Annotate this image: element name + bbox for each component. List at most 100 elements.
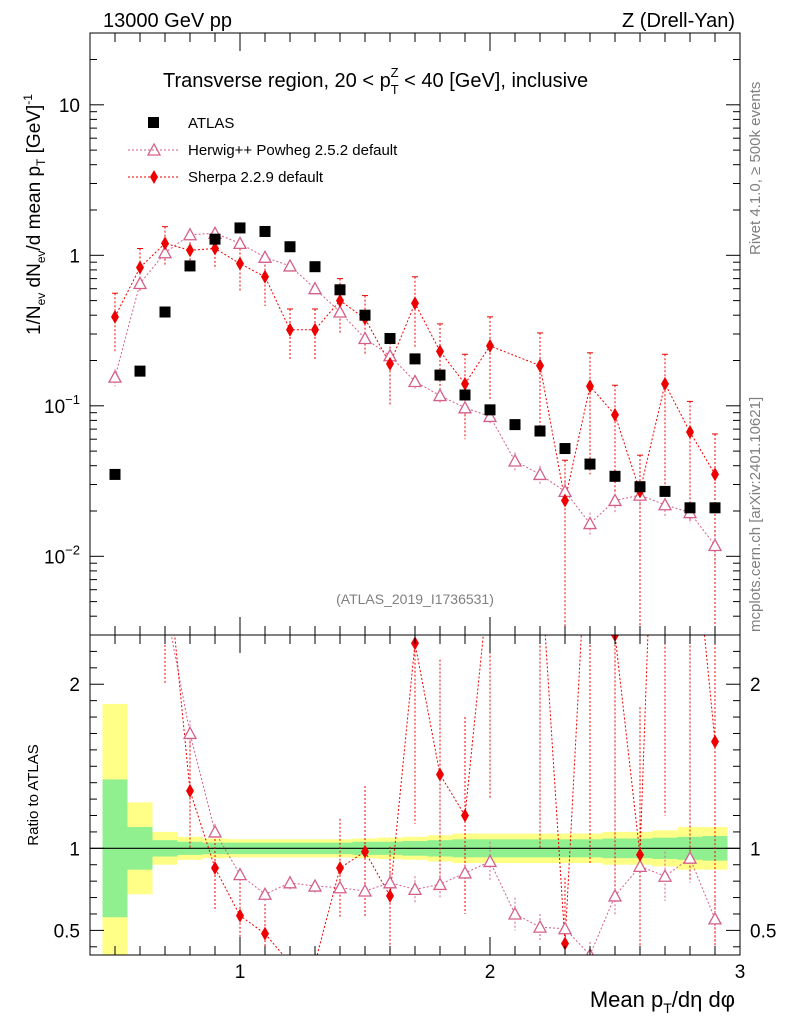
herwig-ratio-point [232,867,248,881]
legend-sherpa-label: Sherpa 2.2.9 default [188,169,324,186]
atlas-main-point [509,419,521,431]
sherpa-main-point [711,467,719,482]
herwig-ratio-point [707,911,723,925]
ratio-y-tick-label-right: 2 [750,675,761,696]
sherpa-ratio-point [386,888,394,903]
x-tick-label: 1 [235,962,246,983]
atlas-main-point [684,502,696,514]
sherpa-main-point [686,424,694,439]
panel-title: Transverse region, 20 < pTZ < 40 [GeV], … [163,65,588,97]
mcplots-label: mcplots.cern.ch [arXiv:2401.10621] [747,397,764,632]
atlas-main-point [709,502,721,514]
herwig-ratio-point [607,888,623,902]
legend-herwig-marker [146,142,162,156]
legend-sherpa-marker [150,170,158,184]
herwig-main-point [157,245,173,259]
herwig-ratio-point [532,919,548,933]
herwig-ratio-point [257,886,273,900]
sherpa-ratio-point [711,734,719,749]
atlas-main-point [309,261,321,273]
herwig-ratio-point [282,875,298,889]
herwig-main-point [607,493,623,507]
process-label: Z (Drell-Yan) [622,10,735,32]
herwig-main-point [182,227,198,241]
atlas-main-point [459,389,471,401]
herwig-main-point [657,497,673,511]
sherpa-main-point [561,493,569,508]
sherpa-main-point [411,296,419,311]
atlas-main-point [134,365,146,377]
herwig-ratio-point [407,882,423,896]
panel-title-post: < 40 [GeV], inclusive [399,70,589,92]
sherpa-ratio-point [486,562,494,576]
herwig-main-point [407,374,423,388]
atlas-main-point [534,425,546,437]
sherpa-main-point [536,358,544,373]
atlas-main-point [334,284,346,296]
herwig-ratio-point [457,865,473,879]
herwig-ratio-point [332,880,348,894]
atlas-main-point [434,369,446,381]
herwig-ratio-point [482,854,498,868]
sherpa-main-point [661,376,669,391]
atlas-main-point [559,443,571,455]
sherpa-main-point [211,241,219,256]
sherpa-ratio-point [211,861,219,876]
sherpa-main-point [386,356,394,371]
herwig-ratio-point [134,383,146,394]
atlas-main-point [209,233,221,245]
sherpa-main-point [586,379,594,394]
sherpa-ratio-point [336,861,344,876]
sherpa-ratio-point [161,530,169,544]
rivet-version-label: Rivet 4.1.0, ≥ 500k events [747,82,764,255]
herwig-ratio-point [632,859,648,873]
atlas-main-point [609,470,621,482]
herwig-main-point [232,236,248,250]
herwig-ratio-point [307,878,323,892]
panel-title-sup: Z [391,65,399,80]
energy-label: 13000 GeV pp [103,10,232,32]
herwig-main-point [307,281,323,295]
herwig-main-line [114,232,716,546]
herwig-main-point [432,388,448,402]
x-axis-label: Mean pT/dη dφ [590,987,735,1016]
sherpa-ratio-line [174,635,716,955]
sherpa-main-point [611,407,619,422]
herwig-ratio-point [382,875,398,889]
sherpa-main-point [186,243,194,258]
sherpa-ratio-point [536,546,544,560]
atlas-main-point [159,306,171,318]
atlas-main-point [384,333,396,345]
sherpa-ratio-point [636,847,644,862]
legend-atlas-label: ATLAS [188,115,234,132]
atlas-main-point [634,481,646,493]
sherpa-main-point [436,344,444,359]
herwig-ratio-point [432,877,448,891]
herwig-main-point [357,331,373,345]
atlas-main-point [484,404,496,416]
sherpa-ratio-point [261,926,269,941]
sherpa-ratio-point [561,936,569,951]
sherpa-ratio-point [286,956,294,970]
x-tick-label: 3 [735,962,746,983]
legend: ATLAS Herwig++ Powheg 2.5.2 default Sher… [128,115,398,186]
herwig-main-point [482,409,498,423]
sherpa-main-point [486,338,494,353]
herwig-main-point [507,453,523,467]
sherpa-main-point [336,293,344,308]
ratio-y-tick-label-left: 0.5 [54,921,80,942]
atlas-main-point [259,225,271,237]
main-y-tick-label: 10−1 [44,392,80,418]
sherpa-main-point [111,309,119,324]
sherpa-main-line [114,242,716,501]
atlas-main-point [284,241,296,253]
analysis-id-label: (ATLAS_2019_I1736531) [336,591,494,607]
sherpa-main-point [236,256,244,271]
sherpa-ratio-point [436,767,444,782]
ratio-y-tick-label-left: 2 [69,675,80,696]
sherpa-ratio-point [661,152,669,166]
herwig-main-point [132,276,148,290]
herwig-ratio-point [182,726,198,740]
sherpa-ratio-point [136,201,144,215]
